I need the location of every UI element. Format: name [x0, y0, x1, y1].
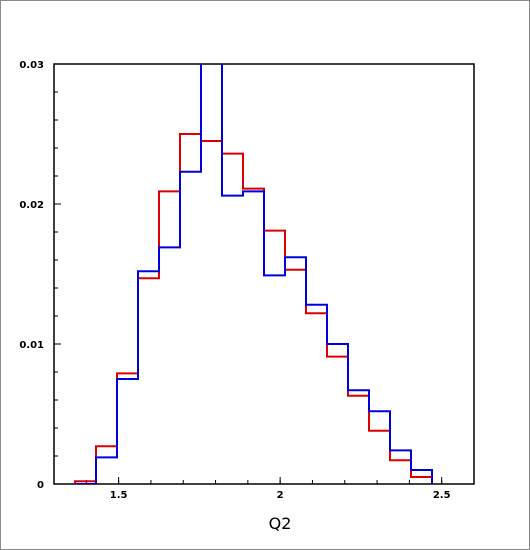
y-tick-label: 0.03 — [19, 60, 44, 71]
x-tick-label: 2 — [277, 490, 284, 501]
x-axis-title: Q2 — [269, 514, 292, 533]
histogram-series-1 — [75, 134, 432, 484]
x-tick-label: 2.5 — [433, 490, 451, 501]
histogram-series-2 — [75, 50, 432, 484]
y-tick-label: 0.01 — [19, 340, 44, 351]
y-tick-label: 0 — [37, 480, 44, 491]
x-tick-label: 1.5 — [110, 490, 128, 501]
y-tick-label: 0.02 — [19, 200, 44, 211]
